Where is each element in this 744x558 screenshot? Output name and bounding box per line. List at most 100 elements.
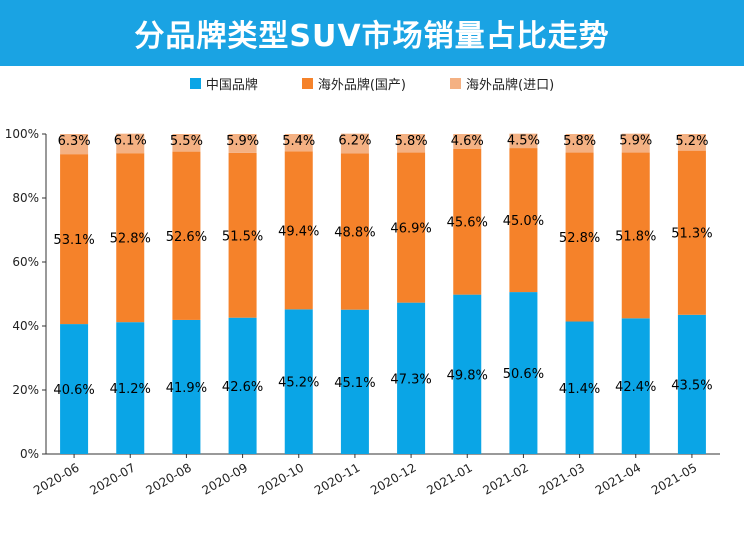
data-label: 43.5%: [671, 378, 712, 393]
legend-item-foreign-import: 海外品牌(进口): [450, 74, 554, 93]
legend-swatch-china: [189, 78, 201, 89]
x-tick-label: 2020-09: [200, 460, 250, 497]
bar-segment: [453, 148, 482, 295]
data-label: 47.3%: [390, 372, 431, 387]
y-tick-label: 40%: [12, 319, 39, 333]
bar-segment: [565, 321, 594, 454]
bar-segment: [397, 302, 426, 454]
title-bar: 分品牌类型SUV市场销量占比走势: [0, 0, 744, 66]
bar-segment: [677, 314, 706, 454]
x-tick-label: 2020-11: [312, 460, 362, 497]
data-label: 49.4%: [278, 224, 319, 239]
data-label: 50.6%: [503, 367, 544, 382]
data-label: 6.1%: [114, 134, 147, 149]
data-label: 51.5%: [222, 229, 263, 244]
data-label: 45.1%: [334, 376, 375, 391]
legend-item-china: 中国品牌: [189, 74, 258, 93]
x-tick-label: 2021-05: [649, 460, 699, 497]
data-label: 4.6%: [451, 134, 484, 149]
y-tick-label: 0%: [20, 447, 39, 461]
bar-segment: [284, 309, 313, 454]
x-tick-label: 2020-06: [31, 460, 81, 497]
y-tick-label: 100%: [5, 127, 39, 141]
bar-segment: [228, 134, 257, 153]
bar-segment: [509, 148, 538, 293]
data-label: 52.8%: [110, 232, 151, 247]
bar-segment: [677, 134, 706, 151]
data-label: 41.9%: [166, 381, 207, 396]
bar-segment: [116, 153, 145, 323]
data-label: 5.9%: [226, 134, 259, 149]
data-label: 40.6%: [53, 383, 94, 398]
data-label: 6.2%: [338, 134, 371, 149]
data-label: 51.3%: [671, 227, 712, 242]
bar-segment: [228, 152, 257, 318]
legend-label-foreign-import: 海外品牌(进口): [466, 78, 555, 93]
bar-segment: [60, 134, 89, 155]
bar-segment: [340, 153, 369, 310]
legend: 中国品牌 海外品牌(国产) 海外品牌(进口): [0, 74, 744, 93]
x-tick-label: 2021-01: [424, 460, 474, 497]
bar-segment: [172, 151, 201, 320]
legend-label-china: 中国品牌: [205, 78, 258, 93]
y-tick-label: 80%: [12, 191, 39, 205]
data-label: 46.9%: [390, 222, 431, 237]
data-label: 45.6%: [447, 216, 488, 231]
legend-item-foreign-domestic: 海外品牌(国产): [301, 74, 406, 93]
bar-segment: [60, 324, 89, 454]
bar-segment: [284, 151, 313, 310]
data-label: 5.5%: [170, 134, 203, 149]
x-tick-label: 2020-07: [87, 460, 137, 497]
data-label: 45.0%: [503, 214, 544, 229]
data-label: 49.8%: [447, 368, 488, 383]
data-label: 41.4%: [559, 382, 600, 397]
bar-segment: [172, 134, 201, 152]
data-label: 52.8%: [559, 231, 600, 246]
y-tick-label: 20%: [12, 383, 39, 397]
bar-segment: [509, 133, 538, 149]
bar-segment: [116, 322, 145, 454]
data-label: 6.3%: [58, 134, 91, 149]
x-tick-label: 2020-08: [143, 460, 193, 497]
bar-segment: [621, 133, 650, 153]
data-label: 5.2%: [675, 134, 708, 149]
bar-segment: [116, 133, 145, 154]
bar-segment: [621, 318, 650, 454]
legend-swatch-foreign-import: [450, 78, 461, 89]
bar-segment: [284, 134, 313, 152]
x-tick-label: 2021-04: [593, 460, 643, 497]
x-tick-label: 2021-02: [480, 460, 530, 497]
data-label: 5.8%: [395, 134, 428, 149]
x-tick-label: 2020-12: [368, 460, 418, 497]
bar-segment: [565, 152, 594, 322]
bar-segment: [60, 154, 89, 325]
bar-segment: [228, 317, 257, 454]
bar-segment: [565, 134, 594, 153]
chart-title: 分品牌类型SUV市场销量占比走势: [134, 19, 610, 54]
bar-segment: [340, 309, 369, 454]
bar-segment: [621, 152, 650, 319]
data-label: 48.8%: [334, 226, 375, 241]
data-label: 5.8%: [563, 134, 596, 149]
data-label: 42.6%: [222, 380, 263, 395]
data-label: 52.6%: [166, 230, 207, 245]
x-tick-label: 2020-10: [256, 460, 306, 497]
bar-segment: [397, 152, 426, 303]
data-label: 53.1%: [53, 233, 94, 248]
data-label: 41.2%: [110, 382, 151, 397]
data-label: 5.4%: [282, 134, 315, 149]
bar-segment: [509, 292, 538, 454]
bar-segment: [453, 294, 482, 454]
data-label: 5.9%: [619, 134, 652, 149]
data-label: 42.4%: [615, 380, 656, 395]
data-label: 4.5%: [507, 134, 540, 149]
bar-segment: [340, 133, 369, 154]
data-label: 51.8%: [615, 229, 656, 244]
bar-segment: [172, 319, 201, 454]
y-tick-label: 60%: [12, 255, 39, 269]
bar-segment: [453, 134, 482, 149]
legend-label-foreign-domestic: 海外品牌(国产): [317, 78, 406, 93]
bar-segment: [397, 134, 426, 153]
data-label: 45.2%: [278, 376, 319, 391]
